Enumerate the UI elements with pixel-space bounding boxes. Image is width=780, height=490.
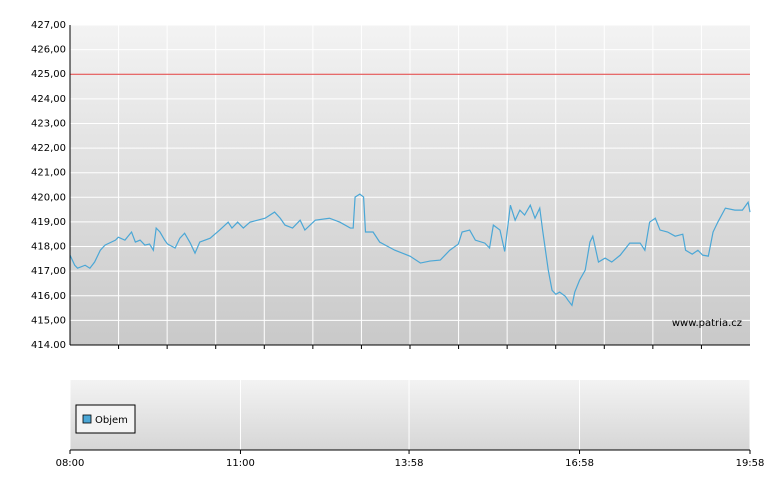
x-tick-label: 13:58 <box>395 458 424 469</box>
y-tick-label: 416,00 <box>31 291 66 302</box>
volume-area <box>70 380 750 450</box>
x-tick-label: 08:00 <box>56 458 85 469</box>
legend-label: Objem <box>95 415 128 426</box>
y-tick-label: 422,00 <box>31 143 66 154</box>
x-tick-label: 11:00 <box>226 458 255 469</box>
legend-swatch <box>82 414 92 424</box>
minor-grid <box>118 25 702 349</box>
watermark: www.patria.cz <box>672 318 742 329</box>
y-tick-label: 420,00 <box>31 192 66 203</box>
price-line <box>69 193 751 307</box>
x-tick-label: 19:58 <box>736 458 765 469</box>
x-tick-label: 16:58 <box>565 458 594 469</box>
y-tick-label: 417,00 <box>31 266 66 277</box>
y-tick-label: 419,00 <box>31 217 66 228</box>
y-tick-label: 425,00 <box>31 69 66 80</box>
y-tick-label: 414.00 <box>31 340 66 351</box>
y-tick-label: 421,00 <box>31 168 66 179</box>
y-tick-label: 418,00 <box>31 242 66 253</box>
y-tick-label: 415,00 <box>31 315 66 326</box>
y-tick-label: 427,00 <box>31 20 66 31</box>
y-tick-label: 426,00 <box>31 45 66 56</box>
y-tick-label: 424,00 <box>31 94 66 105</box>
y-tick-label: 423,00 <box>31 118 66 129</box>
